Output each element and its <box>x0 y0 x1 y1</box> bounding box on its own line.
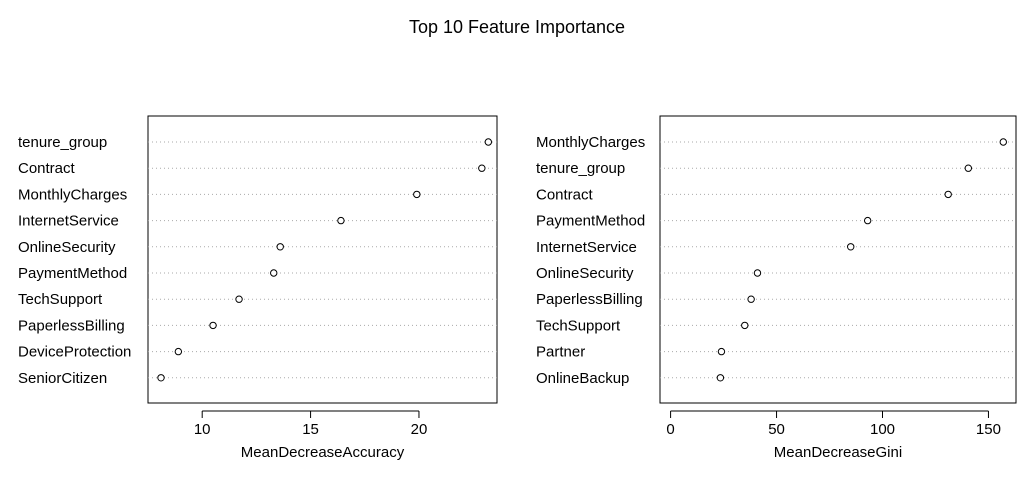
data-point <box>413 190 421 199</box>
data-point <box>235 295 243 303</box>
x-tick-label: 100 <box>870 421 895 438</box>
x-tick-label: 50 <box>768 421 785 438</box>
category-label: Contract <box>536 186 594 203</box>
data-point <box>999 138 1007 146</box>
category-label: OnlineSecurity <box>536 265 634 282</box>
x-tick-label: 15 <box>302 421 319 438</box>
plot-frame-2 <box>659 115 1017 404</box>
data-point <box>847 243 855 251</box>
x-axis-label: MeanDecreaseAccuracy <box>241 444 405 461</box>
category-label: PaymentMethod <box>18 265 127 282</box>
category-label: Partner <box>536 344 585 361</box>
data-point <box>276 243 284 251</box>
category-label: TechSupport <box>536 317 621 334</box>
category-label: MonthlyCharges <box>18 186 127 203</box>
data-point <box>716 374 725 382</box>
chart-title: Top 10 Feature Importance <box>408 17 626 37</box>
x-axis-label: MeanDecreaseGini <box>774 444 902 461</box>
category-label: DeviceProtection <box>18 344 131 361</box>
x-tick-label: 10 <box>194 421 211 438</box>
category-label: Contract <box>18 160 76 177</box>
data-point <box>157 374 165 382</box>
category-label: MonthlyCharges <box>536 134 645 151</box>
x-tick-label: 20 <box>411 421 428 438</box>
data-point <box>863 216 872 225</box>
data-point <box>478 164 486 172</box>
plot-frame-1 <box>147 115 498 404</box>
data-point <box>753 269 762 277</box>
x-tick-label: 0 <box>666 421 674 438</box>
category-label: tenure_group <box>536 160 625 177</box>
data-point <box>484 138 493 146</box>
category-label: PaymentMethod <box>536 213 645 230</box>
data-point <box>717 347 726 356</box>
data-point <box>209 321 217 330</box>
data-point <box>964 164 973 172</box>
data-point <box>747 295 755 303</box>
category-label: OnlineSecurity <box>18 239 116 256</box>
data-point <box>741 321 749 330</box>
data-point <box>174 347 183 356</box>
category-label: PaperlessBilling <box>18 317 125 334</box>
category-label: SeniorCitizen <box>18 370 107 387</box>
data-point <box>944 190 952 199</box>
data-point <box>337 216 345 225</box>
x-tick-label: 150 <box>976 421 1001 438</box>
category-label: TechSupport <box>18 291 103 308</box>
category-label: PaperlessBilling <box>536 291 643 308</box>
category-label: tenure_group <box>18 134 107 151</box>
data-point <box>270 269 278 277</box>
category-label: InternetService <box>18 213 119 230</box>
category-label: InternetService <box>536 239 637 256</box>
category-label: OnlineBackup <box>536 370 629 387</box>
